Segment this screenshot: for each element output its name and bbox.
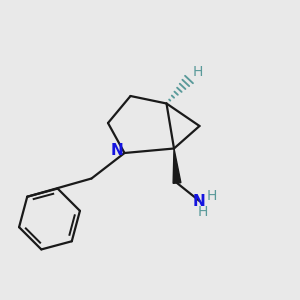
Text: H: H — [206, 190, 217, 203]
Text: N: N — [111, 143, 123, 158]
Text: H: H — [193, 65, 203, 79]
Text: H: H — [197, 205, 208, 218]
Polygon shape — [173, 148, 181, 183]
Text: N: N — [193, 194, 206, 208]
